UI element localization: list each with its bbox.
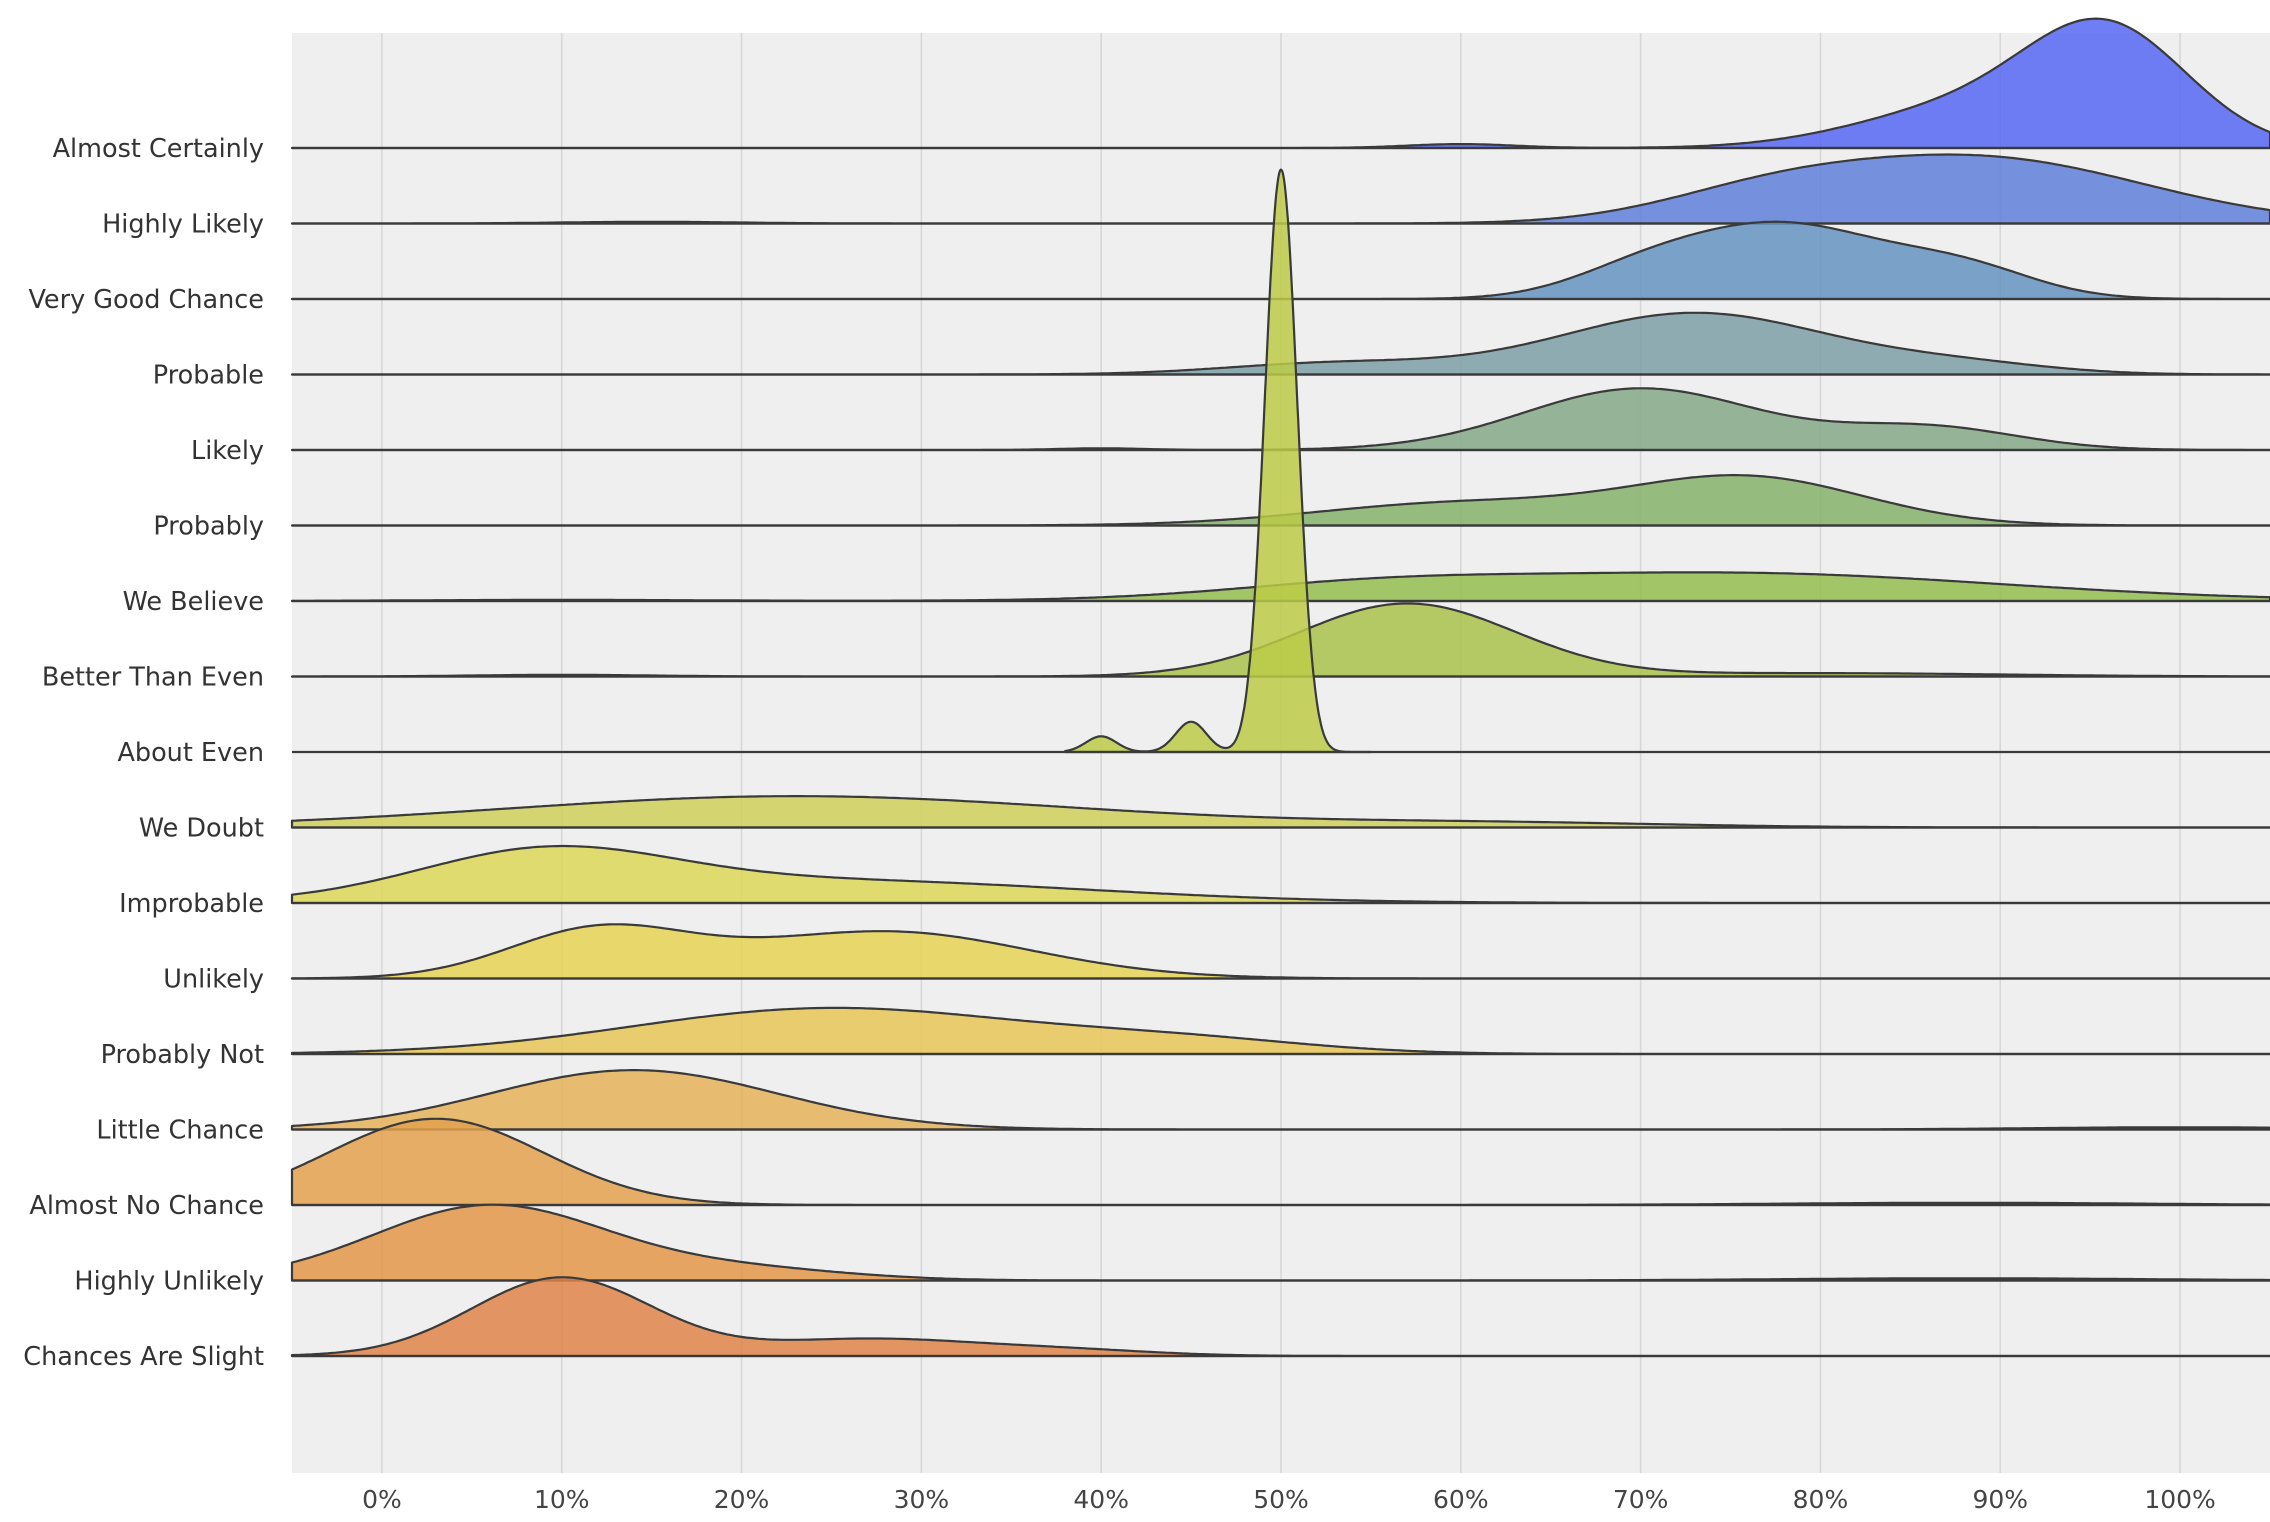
category-labels: Almost Certainly Highly Likely Very Good C… — [23, 134, 264, 1372]
x-tick-label: 30% — [894, 1485, 950, 1514]
category-label: Unlikely — [163, 965, 264, 995]
x-tick-label: 70% — [1613, 1485, 1669, 1514]
category-label: Likely — [191, 436, 264, 466]
category-label: Little Chance — [96, 1116, 264, 1146]
x-tick-label: 100% — [2144, 1485, 2215, 1514]
category-label: Probably Not — [101, 1040, 264, 1070]
x-tick-label: 40% — [1073, 1485, 1129, 1514]
x-tick-label: 0% — [362, 1485, 402, 1514]
category-label: Better Than Even — [42, 663, 264, 693]
category-label: Probably — [153, 512, 264, 542]
ridges — [290, 17, 2270, 1358]
category-label: Highly Unlikely — [74, 1267, 264, 1297]
x-tick-label: 80% — [1793, 1485, 1849, 1514]
x-tick-label: 60% — [1433, 1485, 1489, 1514]
category-label: Improbable — [119, 889, 264, 919]
category-label: Chances Are Slight — [23, 1342, 264, 1372]
category-label: Almost No Chance — [29, 1191, 264, 1221]
category-label: We Doubt — [139, 814, 264, 844]
x-tick-label: 90% — [1972, 1485, 2028, 1514]
x-tick-label: 20% — [714, 1485, 770, 1514]
category-label: Very Good Chance — [28, 285, 264, 315]
category-label: Almost Certainly — [53, 134, 264, 164]
category-label: About Even — [117, 738, 264, 768]
ridge-density — [1064, 168, 1372, 754]
category-label: We Believe — [123, 587, 264, 617]
category-label: Probable — [153, 361, 264, 391]
x-tick-label: 10% — [534, 1485, 590, 1514]
x-axis-ticks: 0% 10% 20% 30% 40% 50% 60% 70% 80% 90% 100% — [362, 1485, 2216, 1514]
category-label: Highly Likely — [102, 210, 264, 240]
x-tick-label: 50% — [1253, 1485, 1309, 1514]
